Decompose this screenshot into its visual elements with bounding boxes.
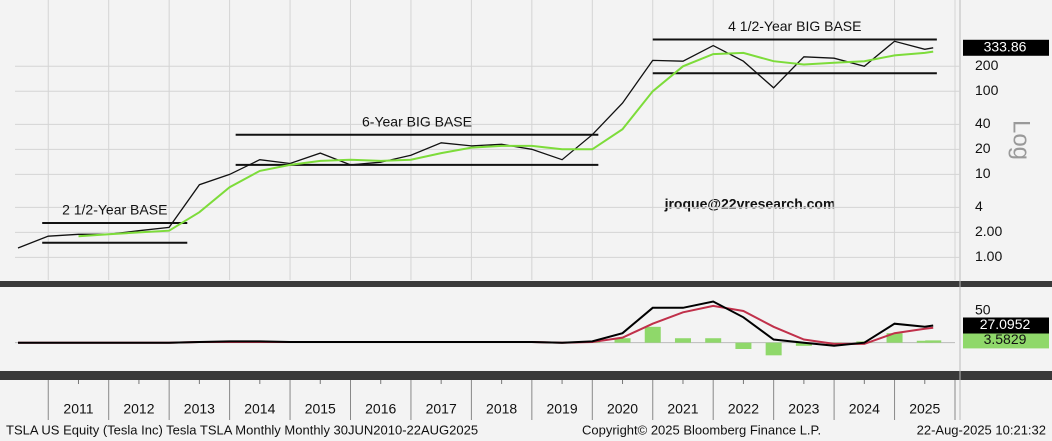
panel-separator xyxy=(0,281,1052,287)
series-line xyxy=(17,40,934,249)
last-value-box xyxy=(963,39,1049,56)
histogram-bar xyxy=(795,342,812,346)
annotation: 6-Year BIG BASE xyxy=(362,113,472,129)
y-tick-label: 50 xyxy=(975,302,991,318)
watermark: jroque@22vresearch.com xyxy=(664,196,836,212)
x-tick-label: 2017 xyxy=(426,401,457,417)
footer-center: Copyright© 2025 Bloomberg Finance L.P. xyxy=(582,422,821,437)
series-line xyxy=(18,300,934,347)
y-tick-label: 10 xyxy=(975,165,991,181)
x-tick-label: 2020 xyxy=(607,401,638,417)
histogram-bar xyxy=(644,326,661,343)
last-value-box xyxy=(963,332,1049,349)
x-tick-label: 2012 xyxy=(123,401,154,417)
x-tick-label: 2016 xyxy=(365,401,396,417)
y-tick-label: 40 xyxy=(975,115,991,131)
series-line xyxy=(78,50,934,238)
histogram-bar xyxy=(614,338,631,343)
histogram-bar xyxy=(925,340,942,343)
last-value-label: 27.0952 xyxy=(980,316,1031,332)
panel-separator xyxy=(0,371,1052,380)
y-tick-label: 200 xyxy=(975,57,999,73)
x-tick-label: 2024 xyxy=(849,401,880,417)
x-tick-label: 2019 xyxy=(546,401,577,417)
histogram-bar xyxy=(674,338,691,343)
annotation: 2 1/2-Year BASE xyxy=(62,202,167,218)
histogram-bar xyxy=(916,340,933,343)
y-tick-label: 1.00 xyxy=(975,248,1002,264)
histogram-bar xyxy=(705,338,722,343)
annotation: 4 1/2-Year BIG BASE xyxy=(728,18,861,34)
x-tick-label: 2015 xyxy=(305,401,336,417)
x-tick-label: 2021 xyxy=(667,401,698,417)
y-axis-label: Log xyxy=(1008,120,1035,160)
footer-right: 22-Aug-2025 10:21:32 xyxy=(917,422,1046,437)
x-tick-label: 2014 xyxy=(244,401,275,417)
last-value-label: 3.5829 xyxy=(984,331,1027,347)
footer-left: TSLA US Equity (Tesla Inc) Tesla TSLA Mo… xyxy=(6,422,478,437)
histogram-bar xyxy=(765,342,782,356)
y-tick-label: 20 xyxy=(975,140,991,156)
last-value-box xyxy=(963,317,1049,334)
x-tick-label: 2022 xyxy=(728,401,759,417)
last-value-label: 333.86 xyxy=(984,38,1027,54)
histogram-bar xyxy=(886,333,903,343)
x-tick-label: 2013 xyxy=(184,401,215,417)
x-tick-label: 2025 xyxy=(909,401,940,417)
x-tick-label: 2011 xyxy=(63,401,93,417)
y-tick-label: 4 xyxy=(975,198,983,214)
x-tick-label: 2023 xyxy=(788,401,819,417)
y-tick-label: 100 xyxy=(975,82,999,98)
x-tick-label: 2018 xyxy=(486,401,517,417)
histogram-bar xyxy=(735,342,752,349)
y-tick-label: 2.00 xyxy=(975,223,1002,239)
